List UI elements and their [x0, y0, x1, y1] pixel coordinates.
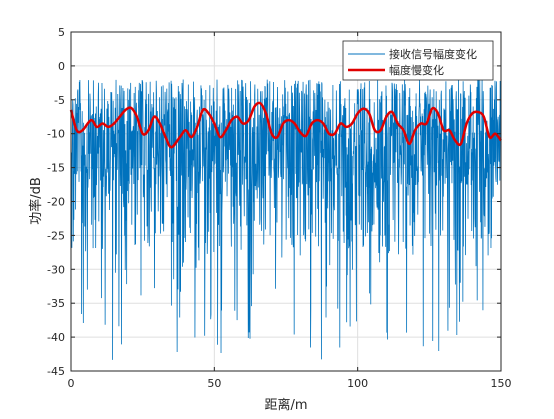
y-tick-label: -10 — [47, 128, 65, 141]
y-axis-label: 功率/dB — [28, 177, 44, 225]
y-tick-label: -25 — [47, 229, 65, 242]
y-tick-label: -35 — [47, 297, 65, 310]
x-tick-label: 100 — [347, 377, 368, 390]
x-tick-label: 0 — [68, 377, 75, 390]
y-tick-label: -40 — [47, 331, 65, 344]
y-tick-label: -45 — [47, 365, 65, 378]
x-tick-label: 150 — [491, 377, 512, 390]
legend-label-received-signal: 接收信号幅度变化 — [389, 47, 477, 61]
x-axis-label: 距离/m — [264, 397, 307, 413]
y-tick-label: -5 — [54, 94, 65, 107]
series-received-signal — [70, 79, 502, 360]
series-layer — [69, 79, 502, 360]
y-tick-label: -15 — [47, 162, 65, 175]
legend-box — [342, 40, 494, 81]
y-tick-label: 5 — [58, 26, 65, 39]
y-tick-label: -20 — [47, 196, 65, 209]
y-tick-label: -30 — [47, 263, 65, 276]
legend: 接收信号幅度变化 幅度慢变化 — [342, 40, 494, 81]
legend-label-slow-fading: 幅度慢变化 — [389, 63, 444, 77]
y-tick-label: 0 — [58, 60, 65, 73]
x-tick-label: 50 — [207, 377, 221, 390]
series-slow-fading — [69, 101, 502, 149]
